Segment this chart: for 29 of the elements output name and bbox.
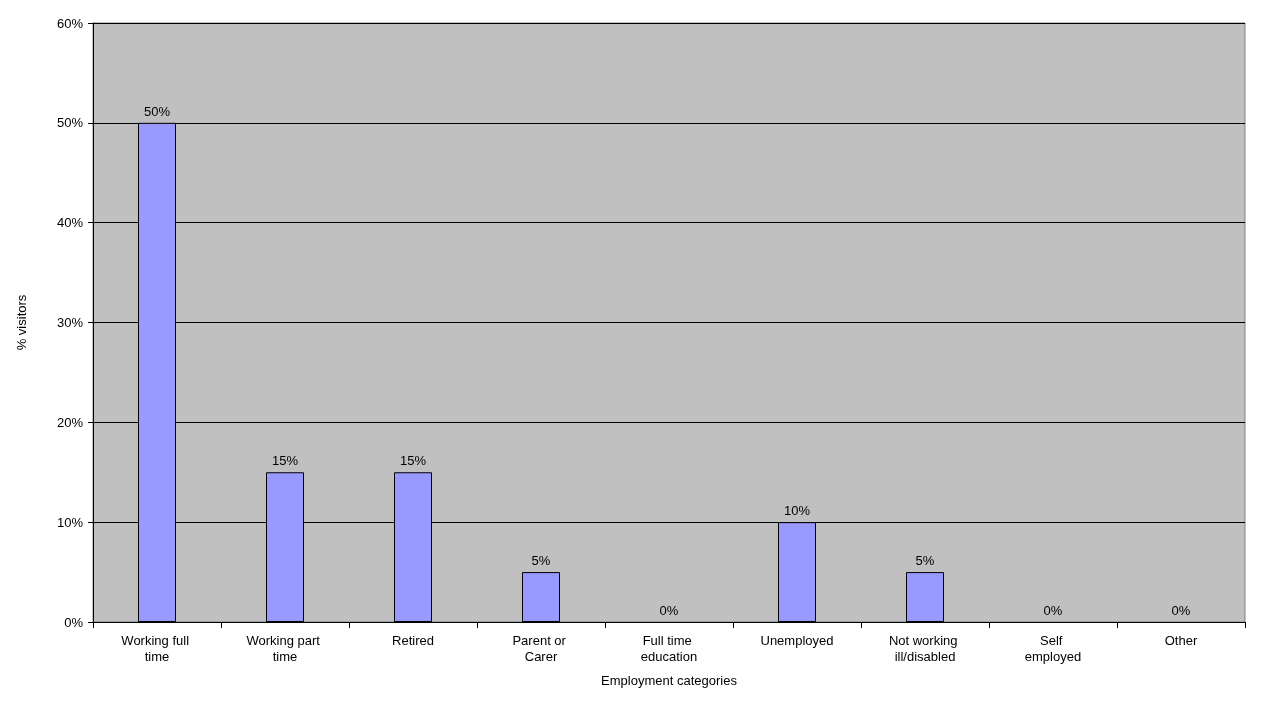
data-label: 15% [271,453,299,469]
y-tick-label: 30% [56,315,84,330]
x-tick-label: Parent or Carer [512,632,570,664]
y-tick-label: 60% [56,15,84,31]
x-tick-label: Working full time [121,632,193,664]
data-label: 15% [399,453,427,469]
bar [906,572,944,622]
data-label: 50% [143,103,171,119]
data-label: 5% [531,553,551,569]
data-label: 0% [1171,603,1191,618]
y-tick-label: 0% [64,614,84,630]
x-tick-label: Not working ill/disabled [888,632,962,664]
y-tick-label: 40% [56,215,84,231]
x-tick-label: Full time education [640,632,698,664]
data-label: 10% [783,503,811,519]
data-label: 5% [915,553,935,569]
x-axis-title: Employment categories [601,673,738,688]
x-tick-label: Self employed [1024,632,1082,664]
y-tick-label: 10% [56,514,84,530]
y-tick-label: 20% [56,414,84,430]
x-tick-label: Retired [392,632,434,648]
bar [522,572,560,622]
x-tick-label: Unemployed [760,632,834,648]
x-tick-label: Working part time [246,632,324,664]
data-label: 0% [659,603,679,618]
data-label: 0% [1043,603,1063,618]
x-tick-label: Other [1164,632,1198,648]
y-axis-title: % visitors [14,294,29,351]
y-tick-label: 50% [56,115,84,131]
